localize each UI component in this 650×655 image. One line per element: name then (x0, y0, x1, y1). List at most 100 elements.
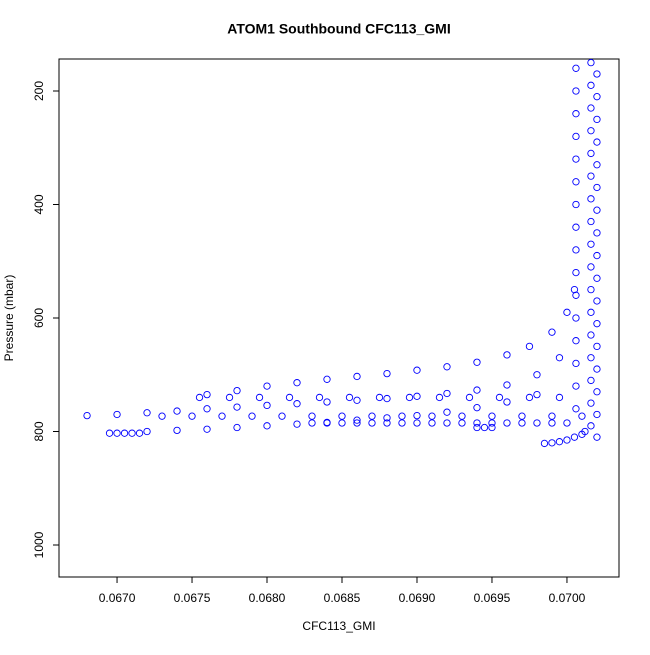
point (587, 354, 595, 362)
point (353, 396, 361, 404)
point (323, 398, 331, 406)
point (248, 412, 256, 420)
point (293, 420, 301, 428)
point (255, 393, 264, 402)
point (323, 375, 331, 383)
point (443, 389, 451, 398)
point (113, 429, 121, 437)
point (572, 110, 580, 118)
point (503, 419, 511, 427)
x-tick-label: 0.0675 (174, 591, 211, 605)
point (233, 423, 241, 432)
point (488, 423, 496, 432)
point (413, 366, 421, 374)
point (143, 409, 151, 417)
y-tick-label: 800 (32, 421, 46, 441)
x-tick-label: 0.0680 (249, 591, 286, 605)
x-tick-label: 0.0690 (399, 591, 436, 605)
point (368, 419, 376, 427)
point (587, 149, 595, 158)
y-tick-label: 200 (32, 81, 46, 101)
point (203, 390, 211, 399)
point (593, 229, 601, 237)
point (308, 412, 316, 420)
point (533, 419, 541, 427)
point (413, 419, 421, 427)
point (443, 363, 451, 371)
point (587, 172, 595, 180)
point (120, 429, 129, 437)
point (428, 419, 436, 427)
point (540, 439, 549, 448)
point (593, 183, 601, 192)
point (570, 285, 579, 294)
point (593, 206, 601, 214)
point (593, 365, 601, 373)
point (473, 386, 481, 394)
point (383, 394, 391, 403)
y-tick-label: 600 (32, 308, 46, 328)
point (413, 392, 421, 400)
chart-title: ATOM1 Southbound CFC113_GMI (227, 21, 451, 37)
y-tick-label: 400 (32, 194, 46, 214)
point (338, 412, 346, 420)
x-tick-label: 0.0670 (99, 591, 136, 605)
point (503, 381, 511, 389)
point (572, 246, 580, 254)
point (518, 419, 526, 427)
point (572, 405, 580, 413)
point (572, 268, 580, 277)
point (105, 429, 114, 437)
point (308, 419, 316, 427)
y-tick-label: 1000 (32, 531, 46, 558)
point (473, 358, 481, 366)
point (587, 285, 595, 294)
plot-frame (58, 58, 620, 578)
point (587, 240, 595, 248)
point (572, 155, 580, 163)
point (548, 412, 556, 420)
point (383, 414, 391, 422)
point (195, 393, 204, 402)
point (587, 217, 595, 226)
point (593, 342, 601, 351)
point (398, 412, 406, 420)
point (593, 161, 601, 169)
point (593, 433, 601, 441)
point (503, 351, 511, 359)
x-tick-label: 0.0685 (324, 591, 361, 605)
point (480, 423, 489, 432)
point (135, 429, 144, 437)
point (587, 81, 595, 89)
point (315, 393, 324, 402)
point (173, 407, 181, 415)
point (587, 263, 595, 271)
point (587, 422, 595, 430)
point (203, 425, 211, 433)
point (465, 393, 474, 402)
point (572, 314, 580, 322)
point (473, 404, 481, 412)
point (518, 412, 526, 420)
point (525, 393, 534, 402)
point (143, 427, 151, 436)
point (587, 58, 595, 67)
point (458, 419, 466, 427)
point (593, 320, 601, 328)
point (203, 405, 211, 413)
point (548, 439, 556, 447)
point (572, 132, 580, 141)
point (563, 419, 571, 427)
point (488, 419, 496, 427)
point (443, 408, 451, 416)
point (233, 386, 241, 395)
point (572, 337, 580, 345)
point (113, 410, 121, 419)
point (593, 70, 601, 78)
point (188, 412, 196, 420)
point (593, 115, 601, 124)
point (555, 393, 564, 402)
point (383, 369, 391, 378)
point (293, 400, 301, 408)
